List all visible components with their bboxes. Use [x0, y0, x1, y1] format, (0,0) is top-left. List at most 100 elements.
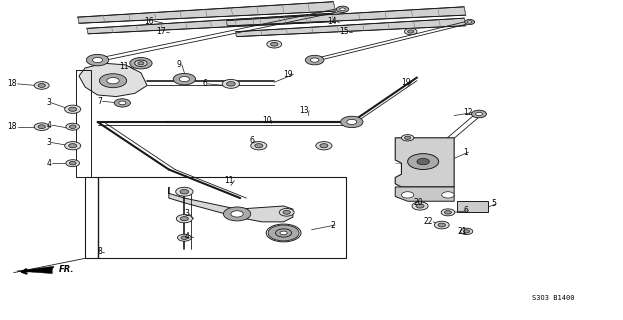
- Text: S3O3 B1400: S3O3 B1400: [531, 295, 574, 301]
- Text: 3: 3: [184, 209, 189, 219]
- Polygon shape: [17, 266, 54, 274]
- Text: 12: 12: [464, 108, 473, 117]
- Circle shape: [445, 211, 451, 214]
- Circle shape: [316, 142, 332, 150]
- Circle shape: [66, 123, 80, 130]
- Circle shape: [280, 231, 287, 235]
- Circle shape: [267, 40, 282, 48]
- Circle shape: [341, 116, 363, 128]
- Circle shape: [472, 110, 487, 118]
- Circle shape: [401, 192, 414, 198]
- Text: 21: 21: [457, 227, 467, 236]
- Circle shape: [34, 123, 49, 131]
- Circle shape: [434, 221, 449, 229]
- Circle shape: [279, 209, 294, 216]
- Circle shape: [66, 160, 80, 167]
- Text: 15: 15: [340, 27, 349, 36]
- Polygon shape: [395, 187, 454, 201]
- Circle shape: [347, 119, 357, 124]
- Polygon shape: [79, 63, 147, 97]
- Circle shape: [407, 30, 414, 33]
- Circle shape: [181, 236, 188, 239]
- Circle shape: [438, 223, 445, 227]
- Circle shape: [404, 136, 411, 140]
- Polygon shape: [457, 201, 488, 212]
- Circle shape: [401, 135, 414, 141]
- Circle shape: [419, 159, 428, 164]
- Text: 17: 17: [156, 27, 166, 36]
- Text: 5: 5: [492, 199, 497, 208]
- Circle shape: [176, 187, 193, 196]
- Circle shape: [100, 74, 126, 88]
- Circle shape: [417, 158, 429, 165]
- Circle shape: [416, 204, 424, 208]
- Circle shape: [475, 112, 482, 116]
- Circle shape: [38, 84, 45, 87]
- Polygon shape: [235, 18, 466, 37]
- Text: 2: 2: [330, 220, 335, 229]
- Circle shape: [173, 73, 196, 85]
- Circle shape: [138, 62, 144, 65]
- Polygon shape: [226, 7, 466, 26]
- Circle shape: [464, 230, 470, 233]
- Text: 4: 4: [47, 159, 52, 168]
- Circle shape: [92, 58, 103, 63]
- Circle shape: [178, 234, 191, 241]
- Text: 18: 18: [7, 122, 17, 131]
- Circle shape: [179, 76, 189, 82]
- Circle shape: [69, 161, 76, 165]
- Circle shape: [231, 211, 243, 217]
- Circle shape: [65, 142, 81, 150]
- Circle shape: [270, 42, 278, 46]
- Text: 9: 9: [177, 60, 182, 69]
- Circle shape: [320, 144, 328, 148]
- Polygon shape: [395, 138, 454, 187]
- Circle shape: [467, 21, 472, 23]
- Circle shape: [277, 229, 290, 236]
- Text: 1: 1: [464, 148, 468, 156]
- Circle shape: [305, 55, 324, 65]
- Circle shape: [336, 6, 349, 12]
- Circle shape: [107, 77, 119, 84]
- Circle shape: [38, 125, 45, 129]
- Circle shape: [255, 144, 263, 148]
- Text: 19: 19: [401, 78, 411, 87]
- Text: 4: 4: [47, 121, 52, 130]
- Text: 16: 16: [144, 17, 154, 26]
- Circle shape: [135, 60, 147, 67]
- Circle shape: [224, 207, 250, 221]
- Circle shape: [69, 144, 77, 148]
- Text: 19: 19: [283, 70, 293, 79]
- Text: 6: 6: [249, 136, 254, 146]
- Circle shape: [275, 229, 292, 237]
- Circle shape: [176, 215, 193, 223]
- Text: 4: 4: [184, 232, 189, 241]
- Circle shape: [93, 58, 102, 62]
- Circle shape: [119, 101, 126, 105]
- Circle shape: [441, 209, 455, 216]
- Circle shape: [268, 225, 299, 241]
- Polygon shape: [169, 187, 293, 222]
- Text: 3: 3: [47, 138, 52, 147]
- Circle shape: [34, 82, 49, 89]
- Circle shape: [310, 58, 319, 62]
- Text: 10: 10: [262, 116, 272, 125]
- Circle shape: [87, 54, 108, 66]
- Circle shape: [407, 154, 439, 170]
- Circle shape: [250, 142, 267, 150]
- Circle shape: [404, 28, 417, 35]
- Circle shape: [283, 211, 290, 214]
- Text: FR.: FR.: [59, 265, 74, 274]
- Text: 8: 8: [98, 247, 102, 257]
- Circle shape: [340, 8, 345, 11]
- Circle shape: [69, 107, 77, 111]
- Circle shape: [222, 79, 240, 88]
- Circle shape: [180, 217, 188, 221]
- Circle shape: [69, 125, 76, 128]
- Text: 3: 3: [47, 99, 52, 108]
- Circle shape: [442, 192, 454, 198]
- Circle shape: [227, 82, 235, 86]
- Polygon shape: [87, 13, 335, 34]
- Text: 20: 20: [414, 198, 424, 207]
- Circle shape: [180, 189, 189, 194]
